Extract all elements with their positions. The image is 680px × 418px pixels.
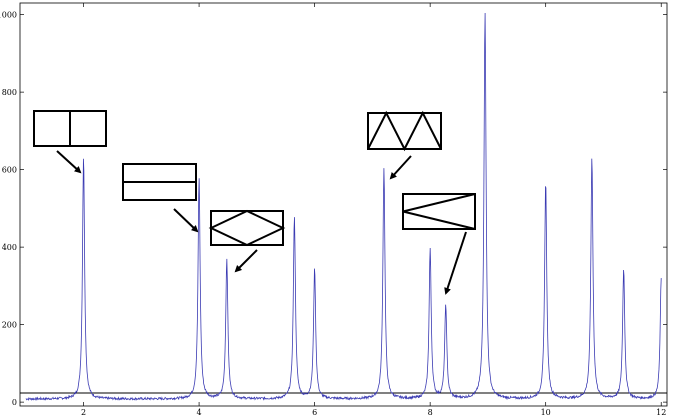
x-tick-label: 10	[541, 408, 551, 417]
annotation-shape-lines	[367, 110, 442, 152]
annotation-arrow	[444, 231, 467, 295]
tick-label-group: 2 4 6 8 10 12 0 200 400 600 800 1000	[0, 11, 666, 417]
annotation-box	[402, 193, 476, 230]
annotation-box	[210, 210, 284, 246]
spectrum-line	[25, 13, 662, 402]
annotation-box	[367, 112, 442, 150]
annotation-group	[33, 110, 476, 295]
annotation-square-split-vertical	[33, 110, 107, 174]
annotation-shape-lines	[208, 209, 286, 247]
annotation-arrow	[234, 249, 258, 273]
x-tick-label: 2	[81, 408, 86, 417]
y-tick-label: 800	[2, 88, 17, 97]
y-tick-label: 200	[2, 321, 17, 330]
y-tick-label: 1000	[0, 11, 17, 20]
plot-frame	[19, 2, 668, 407]
x-tick-label: 4	[197, 408, 202, 417]
annotation-arrow	[389, 155, 412, 180]
y-tick-label: 400	[2, 243, 17, 252]
annotation-rectangle-inscribed-rhombus	[208, 209, 286, 273]
y-tick-label: 0	[12, 398, 17, 407]
annotation-arrow	[56, 150, 82, 174]
x-tick-label: 8	[428, 408, 433, 417]
y-tick-label: 600	[2, 166, 17, 175]
annotation-rectangle-zigzag	[367, 110, 442, 180]
annotation-shape-lines	[402, 193, 476, 230]
annotation-arrow	[173, 208, 199, 233]
x-tick-label: 12	[656, 408, 666, 417]
annotation-rectangle-sideways-v	[402, 193, 476, 295]
tick-group	[20, 3, 667, 406]
annotation-rectangle-split-horizontal	[122, 163, 199, 233]
x-tick-label: 6	[312, 408, 317, 417]
